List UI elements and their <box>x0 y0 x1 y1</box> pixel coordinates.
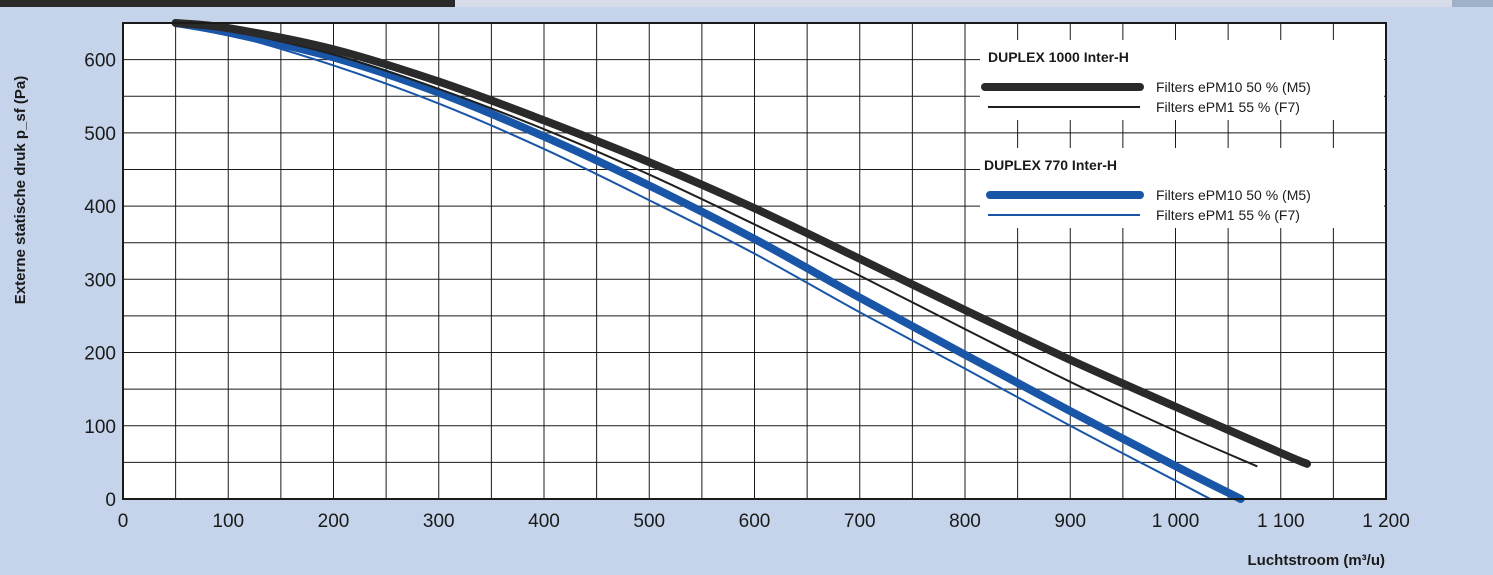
top-bar-dark-segment <box>0 0 455 7</box>
x-tick-label: 600 <box>739 511 771 532</box>
x-tick-label: 300 <box>423 511 455 532</box>
series-layer <box>171 19 1312 503</box>
x-tick-label: 200 <box>318 511 350 532</box>
x-tick-label: 400 <box>528 511 560 532</box>
legend-label-1000-f7: Filters ePM1 55 % (F7) <box>1156 99 1300 115</box>
x-tick-label: 1 200 <box>1362 511 1410 532</box>
y-tick-labels: 0 100 200 300 400 500 600 <box>84 51 116 511</box>
legend-label-1000-m5: Filters ePM10 50 % (M5) <box>1156 79 1311 95</box>
top-bar-right-segment <box>1452 0 1493 7</box>
x-tick-labels: 0 100 200 300 400 500 600 700 800 900 1 000 1 100 1 … <box>118 511 1410 532</box>
x-tick-label: 700 <box>844 511 876 532</box>
series-line-1 <box>171 19 1312 468</box>
y-tick-label: 600 <box>84 51 116 72</box>
top-bar-light-segment <box>455 0 1493 7</box>
legend-title-duplex-770: DUPLEX 770 Inter-H <box>984 157 1117 173</box>
y-tick-label: 300 <box>84 270 116 291</box>
y-tick-label: 400 <box>84 197 116 218</box>
y-axis-title: Externe statische druk p_sf (Pa) <box>12 76 29 304</box>
x-tick-label: 1 000 <box>1152 511 1200 532</box>
y-tick-label: 500 <box>84 124 116 145</box>
x-tick-label: 800 <box>949 511 981 532</box>
legend-label-770-f7: Filters ePM1 55 % (F7) <box>1156 207 1300 223</box>
legend-label-770-m5: Filters ePM10 50 % (M5) <box>1156 187 1311 203</box>
x-axis-title: Luchtstroom (m³/u) <box>1248 552 1385 569</box>
plot-border <box>122 22 1387 500</box>
legend-title-duplex-1000: DUPLEX 1000 Inter-H <box>988 49 1129 65</box>
x-tick-label: 500 <box>633 511 665 532</box>
legend: DUPLEX 1000 Inter-H Filters ePM10 50 % (… <box>980 40 1384 228</box>
series-line-4 <box>174 22 1212 500</box>
x-tick-label: 900 <box>1054 511 1086 532</box>
series-line-3 <box>171 19 1245 503</box>
series-line-2 <box>174 22 1258 468</box>
x-tick-label: 1 100 <box>1257 511 1305 532</box>
y-tick-label: 200 <box>84 344 116 365</box>
x-tick-label: 0 <box>118 511 129 532</box>
y-tick-label: 100 <box>84 417 116 438</box>
x-tick-label: 100 <box>212 511 244 532</box>
y-tick-label: 0 <box>105 490 116 511</box>
